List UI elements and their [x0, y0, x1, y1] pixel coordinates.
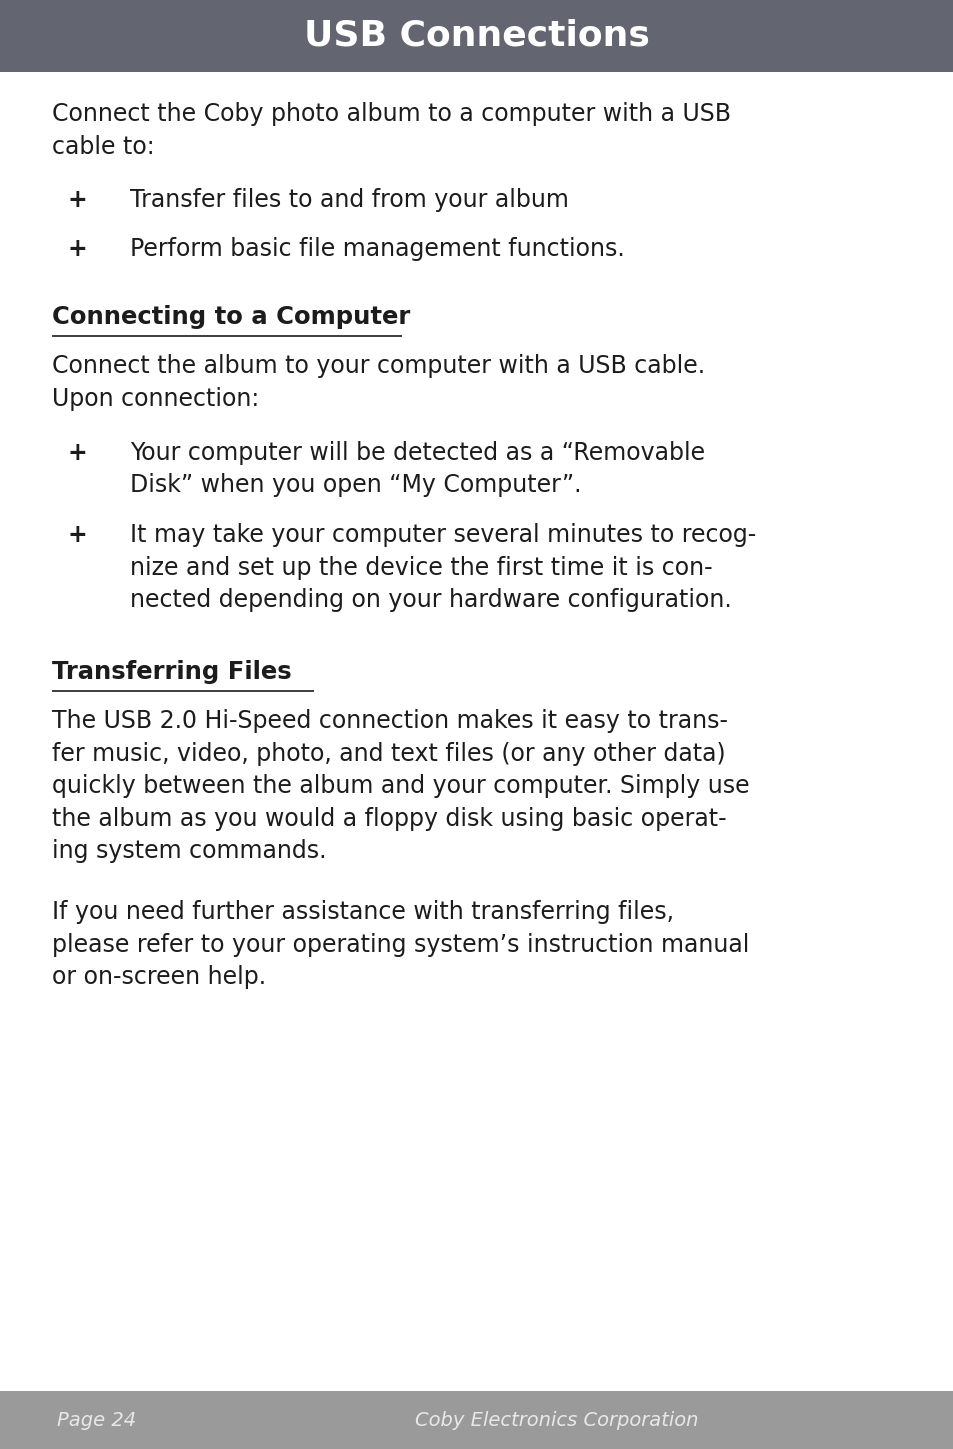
Text: Connect the album to your computer with a USB cable.
Upon connection:: Connect the album to your computer with … [52, 354, 704, 410]
Text: It may take your computer several minutes to recog-
nize and set up the device t: It may take your computer several minute… [130, 523, 756, 613]
Text: Your computer will be detected as a “Removable
Disk” when you open “My Computer”: Your computer will be detected as a “Rem… [130, 440, 704, 497]
Text: Perform basic file management functions.: Perform basic file management functions. [130, 236, 624, 261]
Text: Connect the Coby photo album to a computer with a USB
cable to:: Connect the Coby photo album to a comput… [52, 101, 730, 158]
Text: Page 24: Page 24 [57, 1410, 136, 1430]
Bar [0, 1391, 953, 1449]
Text: The USB 2.0 Hi-Speed connection makes it easy to trans-
fer music, video, photo,: The USB 2.0 Hi-Speed connection makes it… [52, 709, 749, 864]
Text: Transferring Files: Transferring Files [52, 659, 292, 684]
Text: If you need further assistance with transferring files,
please refer to your ope: If you need further assistance with tran… [52, 900, 749, 990]
Text: Connecting to a Computer: Connecting to a Computer [52, 304, 410, 329]
Text: Transfer files to and from your album: Transfer files to and from your album [130, 188, 568, 213]
Text: USB Connections: USB Connections [304, 19, 649, 54]
Text: Coby Electronics Corporation: Coby Electronics Corporation [415, 1410, 698, 1430]
Text: +: + [68, 236, 88, 261]
Text: +: + [68, 188, 88, 213]
Text: +: + [68, 523, 88, 548]
Text: +: + [68, 440, 88, 465]
Bar [0, 0, 953, 72]
